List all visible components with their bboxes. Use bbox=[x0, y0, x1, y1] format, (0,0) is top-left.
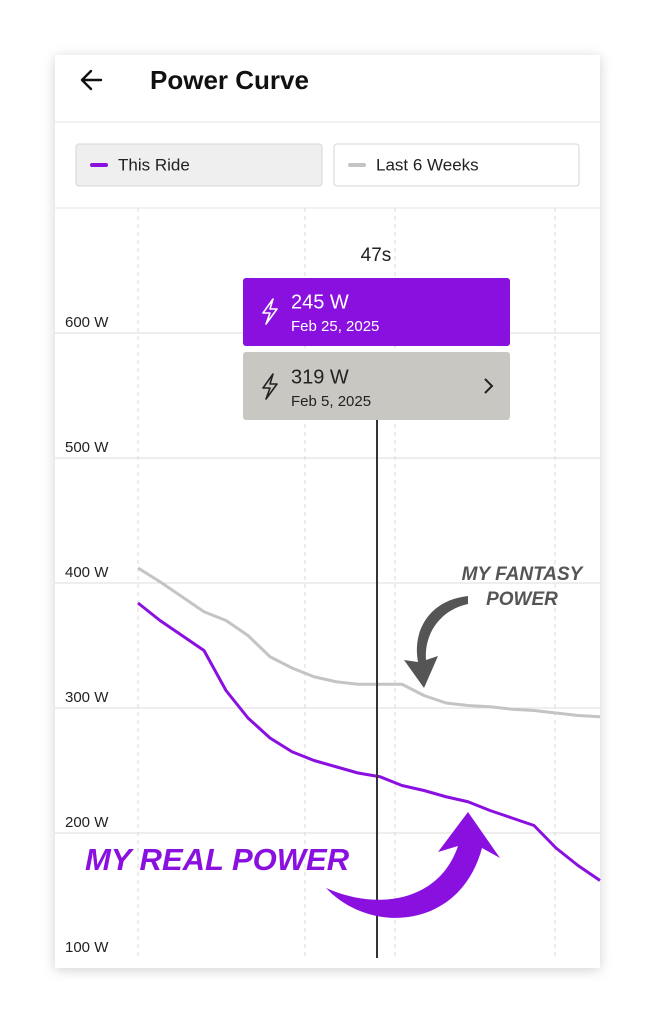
plot: 100 W 200 W 300 W 400 W 500 W 600 W 47s bbox=[55, 245, 601, 958]
legend-label: This Ride bbox=[118, 155, 190, 174]
y-tick-label: 300 W bbox=[65, 689, 109, 706]
y-tick-label: 500 W bbox=[65, 439, 109, 456]
annotation: MY FANTASY bbox=[462, 564, 585, 585]
y-tick-label: 100 W bbox=[65, 939, 109, 956]
annotation-arrow bbox=[326, 812, 500, 918]
annotation: MY REAL POWER bbox=[85, 842, 350, 877]
y-tick-label: 200 W bbox=[65, 814, 109, 831]
legend-this-ride[interactable]: This Ride bbox=[75, 143, 323, 187]
tooltip-date: Feb 5, 2025 bbox=[291, 393, 371, 410]
cursor-label: 47s bbox=[361, 245, 392, 266]
card bbox=[55, 55, 600, 968]
series-line bbox=[137, 566, 601, 719]
annotation-arrow bbox=[404, 596, 468, 688]
tooltip-value: 319 W bbox=[291, 366, 349, 388]
annotation: POWER bbox=[486, 589, 558, 610]
y-tick-label: 600 W bbox=[65, 314, 109, 331]
legend-last-6-weeks[interactable]: Last 6 Weeks bbox=[333, 143, 580, 187]
tooltip-date: Feb 25, 2025 bbox=[291, 318, 379, 335]
page-title: Power Curve bbox=[150, 65, 309, 95]
tooltip[interactable]: 245 W Feb 25, 2025 319 W Feb 5, 2025 bbox=[243, 278, 510, 420]
series-line bbox=[137, 601, 601, 882]
tooltip-value: 245 W bbox=[291, 291, 349, 313]
back-button[interactable] bbox=[80, 69, 103, 91]
y-tick-label: 400 W bbox=[65, 564, 109, 581]
legend-label: Last 6 Weeks bbox=[376, 155, 479, 174]
